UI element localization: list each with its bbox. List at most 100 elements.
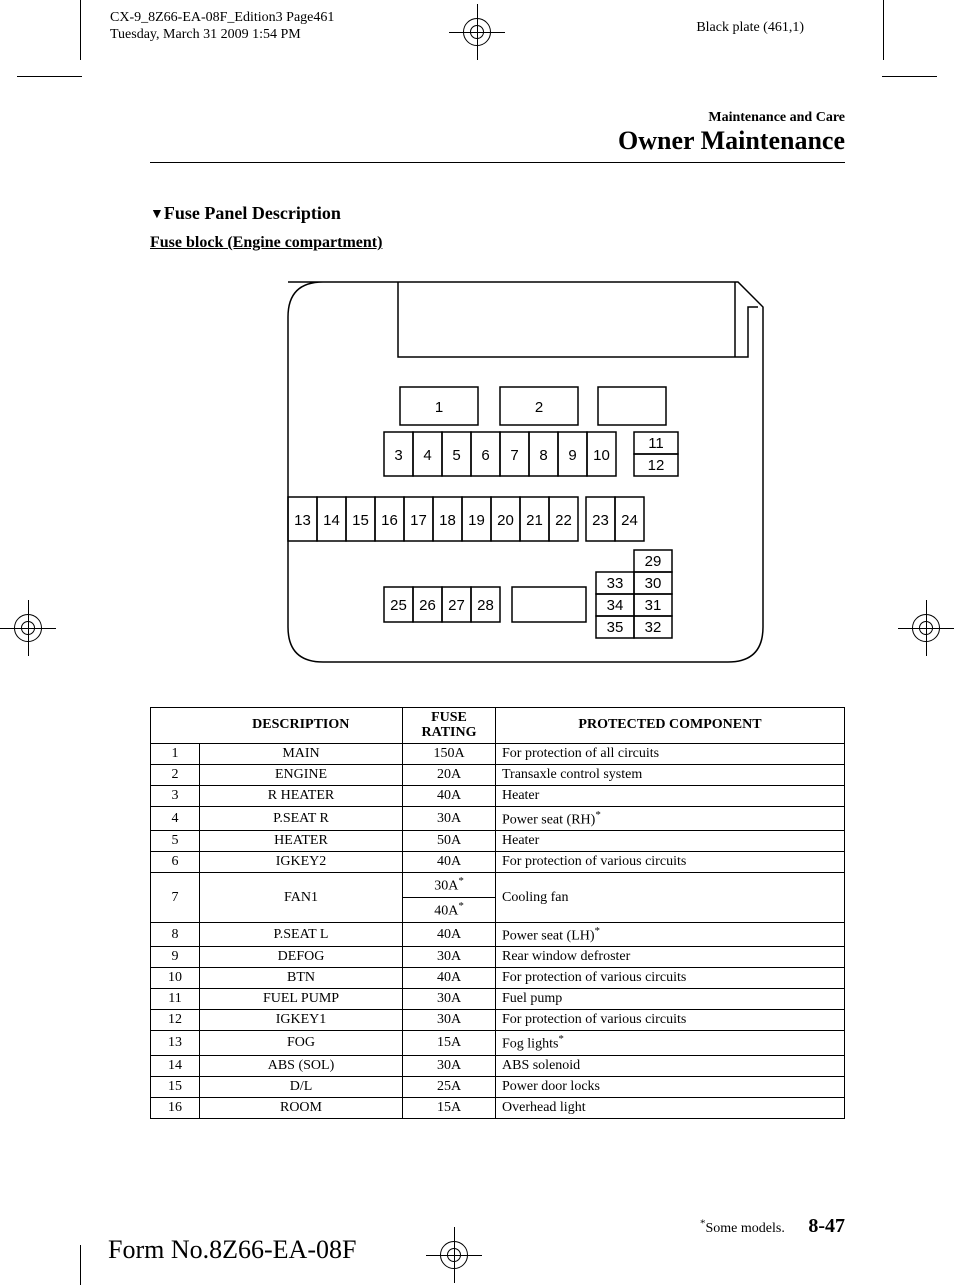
registration-mark-top: [463, 18, 491, 46]
cell-desc: BTN: [200, 968, 403, 989]
table-row: 3R HEATER40AHeater: [151, 785, 845, 806]
svg-text:20: 20: [497, 512, 514, 529]
cell-num: 9: [151, 947, 200, 968]
section-title: ▼Fuse Panel Description: [150, 203, 845, 224]
svg-text:19: 19: [468, 512, 485, 529]
cell-component: Fog lights*: [496, 1031, 845, 1056]
cell-rating: 40A*: [403, 898, 496, 923]
cell-num: 10: [151, 968, 200, 989]
svg-text:14: 14: [323, 512, 340, 529]
cell-num: 11: [151, 989, 200, 1010]
table-row: 10BTN40AFor protection of various circui…: [151, 968, 845, 989]
table-row: 15D/L25APower door locks: [151, 1077, 845, 1098]
header-description: DESCRIPTION: [200, 708, 403, 744]
cell-rating: 20A: [403, 764, 496, 785]
cell-rating: 30A: [403, 989, 496, 1010]
svg-text:33: 33: [606, 575, 623, 592]
svg-text:17: 17: [410, 512, 427, 529]
table-row: 5HEATER50AHeater: [151, 831, 845, 852]
cell-rating: 50A: [403, 831, 496, 852]
svg-text:24: 24: [621, 512, 638, 529]
fuse-table: DESCRIPTION FUSE RATING PROTECTED COMPON…: [150, 707, 845, 1119]
table-row: 8P.SEAT L40APower seat (LH)*: [151, 922, 845, 947]
svg-text:4: 4: [423, 447, 431, 464]
header-title: Owner Maintenance: [150, 126, 845, 156]
table-row: 14ABS (SOL)30AABS solenoid: [151, 1056, 845, 1077]
crop-mark: [80, 1245, 81, 1285]
cell-num: 8: [151, 922, 200, 947]
svg-text:1: 1: [434, 399, 442, 416]
footer-note-text: Some models.: [705, 1221, 784, 1236]
cell-component: Power seat (RH)*: [496, 806, 845, 831]
cell-component: For protection of various circuits: [496, 1010, 845, 1031]
section-title-text: Fuse Panel Description: [164, 203, 341, 223]
svg-text:9: 9: [568, 447, 576, 464]
svg-text:15: 15: [352, 512, 369, 529]
svg-text:23: 23: [592, 512, 609, 529]
cell-component: Overhead light: [496, 1098, 845, 1119]
svg-text:32: 32: [644, 619, 661, 636]
cell-component: For protection of various circuits: [496, 852, 845, 873]
content-area: Maintenance and Care Owner Maintenance ▼…: [150, 110, 845, 1119]
cell-rating: 30A: [403, 947, 496, 968]
cell-num: 1: [151, 743, 200, 764]
svg-text:27: 27: [448, 597, 465, 614]
cell-rating: 40A: [403, 968, 496, 989]
cell-num: 14: [151, 1056, 200, 1077]
cell-num: 2: [151, 764, 200, 785]
registration-mark-bottom: [440, 1241, 468, 1269]
header-section: Maintenance and Care: [150, 110, 845, 126]
svg-text:11: 11: [648, 435, 664, 452]
cell-component: Heater: [496, 831, 845, 852]
svg-text:31: 31: [644, 597, 661, 614]
cell-rating: 40A: [403, 922, 496, 947]
cell-component: Fuel pump: [496, 989, 845, 1010]
svg-text:6: 6: [481, 447, 489, 464]
footer-note: *Some models. 8-47: [700, 1215, 845, 1238]
table-row: 11FUEL PUMP30AFuel pump: [151, 989, 845, 1010]
cell-desc: IGKEY1: [200, 1010, 403, 1031]
header-component: PROTECTED COMPONENT: [496, 708, 845, 744]
crop-mark: [17, 76, 82, 77]
cell-rating: 40A: [403, 785, 496, 806]
cell-desc: FUEL PUMP: [200, 989, 403, 1010]
svg-text:28: 28: [477, 597, 494, 614]
cell-component: For protection of various circuits: [496, 968, 845, 989]
svg-text:10: 10: [593, 447, 610, 464]
page-number: 8-47: [808, 1215, 845, 1237]
cell-component: For protection of all circuits: [496, 743, 845, 764]
svg-text:30: 30: [644, 575, 661, 592]
cell-desc: D/L: [200, 1077, 403, 1098]
cell-num: 4: [151, 806, 200, 831]
cell-rating: 30A*: [403, 873, 496, 898]
table-row: 12IGKEY130AFor protection of various cir…: [151, 1010, 845, 1031]
cell-rating: 30A: [403, 1010, 496, 1031]
svg-text:12: 12: [647, 457, 664, 474]
fuse-diagram: 1 2 345678910 11 12 13141516171819202122…: [150, 272, 845, 677]
crop-mark: [882, 76, 937, 77]
table-row: 1MAIN150AFor protection of all circuits: [151, 743, 845, 764]
svg-text:22: 22: [555, 512, 572, 529]
cell-num: 3: [151, 785, 200, 806]
cell-desc: ROOM: [200, 1098, 403, 1119]
crop-mark: [883, 0, 884, 60]
registration-mark-right: [912, 614, 940, 642]
svg-text:16: 16: [381, 512, 398, 529]
cell-desc: IGKEY2: [200, 852, 403, 873]
divider: [150, 162, 845, 163]
cell-component: Power door locks: [496, 1077, 845, 1098]
svg-text:35: 35: [606, 619, 623, 636]
cell-desc: P.SEAT L: [200, 922, 403, 947]
svg-text:34: 34: [606, 597, 623, 614]
cell-component: Heater: [496, 785, 845, 806]
table-header-row: DESCRIPTION FUSE RATING PROTECTED COMPON…: [151, 708, 845, 744]
cell-component: Power seat (LH)*: [496, 922, 845, 947]
cell-component: Cooling fan: [496, 873, 845, 922]
cell-rating: 30A: [403, 806, 496, 831]
cell-desc: MAIN: [200, 743, 403, 764]
document-meta: CX-9_8Z66-EA-08F_Edition3 Page461 Tuesda…: [110, 10, 334, 44]
cell-num: 16: [151, 1098, 200, 1119]
cell-rating: 15A: [403, 1031, 496, 1056]
svg-text:26: 26: [419, 597, 436, 614]
table-row: 2ENGINE20ATransaxle control system: [151, 764, 845, 785]
